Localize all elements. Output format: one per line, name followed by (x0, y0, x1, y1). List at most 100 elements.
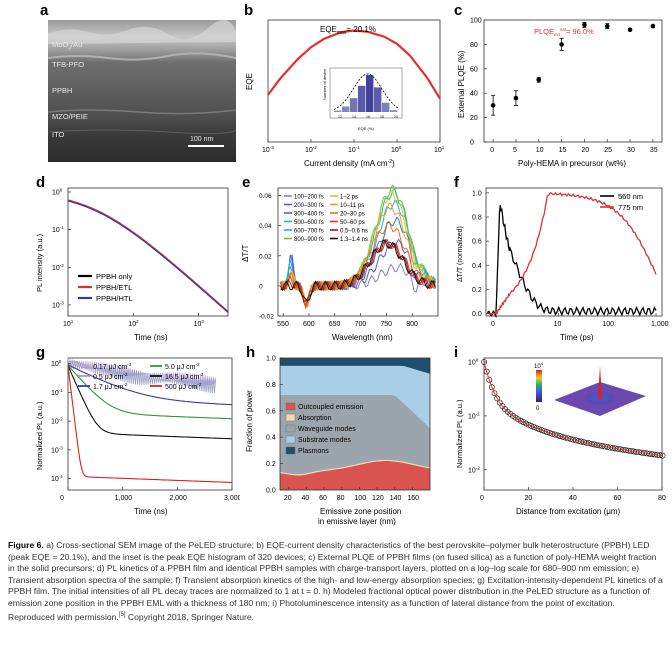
area-band (280, 358, 430, 374)
xlabel-e: Wavelength (nm) (332, 333, 393, 342)
pl-distance-point (544, 429, 550, 435)
pl-map-peak (598, 366, 602, 398)
ytick-label-g: 100 (51, 359, 62, 368)
histogram-bar (342, 106, 350, 112)
ytick-label-h: 0.0 (266, 488, 276, 495)
legend-label-d: PPBH/HTL (96, 294, 133, 303)
inset-xtick: 12 (338, 115, 342, 119)
pl-distance-point (551, 431, 558, 438)
pl-distance-point (546, 429, 553, 436)
xtick-label-c: 15 (559, 147, 567, 154)
xtick-label-h: 160 (407, 495, 419, 502)
ytick-label-d: 10-3 (52, 300, 64, 309)
ytick-label-f: 0.0 (472, 311, 482, 318)
panel-label-c: c (454, 2, 463, 19)
xtick-label-c: 30 (627, 147, 635, 154)
legend-label-e: 600–700 fs (294, 228, 324, 234)
xtick-label-c: 20 (581, 147, 589, 154)
ylabel-c: External PLQE (%) (457, 50, 466, 118)
sem-layer-mzo: MZO/PEIE (52, 112, 88, 121)
legend-label-h: Substrate modes (298, 437, 351, 444)
pl-distance-point (565, 435, 571, 442)
xlabel-b: Current density (mA cm-2) (304, 159, 395, 168)
ytick-label-h: 0.8 (266, 382, 276, 389)
legend-label-g: 16.5 μJ cm-2 (165, 372, 204, 381)
pl-distance-point (567, 436, 574, 442)
pl-distance-point (536, 426, 543, 433)
ta-spectrum (280, 202, 436, 308)
ylabel-f: ΔT/T (normalized) (457, 226, 464, 282)
pl-distance-point (525, 421, 532, 428)
ta-spectrum (280, 220, 436, 310)
pl-curve-htl (67, 200, 229, 313)
xtick-label-h: 100 (354, 495, 366, 502)
area-band (280, 459, 430, 476)
panel-label-b: b (244, 2, 254, 19)
ytick-label-c: 40 (470, 91, 478, 98)
pl-distance-point (575, 438, 582, 444)
caption-copyright: Copyright 2018, Springer Nature. (125, 611, 254, 622)
inset-xtick: 20 (394, 115, 398, 119)
xtick-label-b: 10-1 (348, 145, 360, 154)
chart-h: Outcoupled emission Absorption Waveguide m… (245, 356, 431, 526)
pl-map-inset: 104 0 10 μm (534, 361, 646, 416)
pl-distance-point (562, 434, 569, 441)
legend-label-e: 0.5–0.6 ns (340, 228, 368, 234)
xtick-label-i: 60 (614, 495, 622, 502)
panel-label-e: e (242, 174, 251, 191)
xtick-label-b: 10-3 (262, 145, 274, 154)
colorbar-top: 104 (534, 361, 544, 370)
ytick-label-f: 0.2 (472, 287, 482, 294)
xtick-label-e: 800 (406, 321, 418, 328)
area-band (280, 365, 430, 428)
legend-label-h: Absorption (298, 415, 332, 422)
legend-label-e: 300–400 fs (294, 211, 324, 217)
plqe-point (559, 42, 564, 47)
xtick-label-b: 101 (434, 145, 445, 154)
ytick-label-e: 0 (259, 283, 263, 290)
xlabel-d: Time (ns) (134, 333, 168, 342)
ytick-label-c: 60 (470, 66, 478, 73)
histogram-bar (358, 85, 366, 112)
ytick-label-h: 1.0 (266, 356, 276, 363)
legend-label-f: 775 nm (618, 203, 643, 212)
xtick-label-d: 102 (128, 319, 139, 328)
pl-distance-point (488, 384, 495, 391)
legend-label-e: 10–11 ps (340, 203, 364, 209)
xtick-label-c: 0 (490, 147, 494, 154)
caption-label: Figure 6. (8, 540, 44, 550)
legend-label-e: 50–60 ps (340, 220, 365, 226)
eqe-curve (267, 29, 441, 100)
xtick-label-h: 40 (301, 495, 309, 502)
xtick-label-f: 100 (602, 321, 614, 328)
pl-distance-point (491, 390, 498, 397)
ta-spectrum (280, 239, 436, 302)
pl-curve-ppbh (67, 199, 229, 313)
legend-label-h: Plasmons (298, 448, 329, 455)
xtick-label-d: 101 (63, 319, 74, 328)
xtick-label-b: 10-2 (305, 145, 317, 154)
sem-scalebar-label: 100 nm (190, 136, 214, 143)
chart-i: 104 0 10 μm 0 20 40 60 80 100 10-1 10-2 Normali… (455, 358, 666, 517)
sem-layer-moo3: MoO3/Au (52, 40, 83, 52)
chart-g: 0.17 μJ cm-20.5 μJ cm-21.7 μJ cm-2 5.0 μJ… (35, 357, 240, 516)
pl-distance-point (483, 368, 490, 375)
pl-distance-point (538, 427, 545, 434)
xtick-label-i: 40 (569, 495, 577, 502)
ytick-label-e: 0.02 (259, 253, 272, 260)
pl-distance-point (554, 432, 561, 439)
legend-label-d: PPBH only (96, 272, 133, 281)
ytick-label-g: 10-3 (51, 445, 63, 454)
histogram-bar (390, 110, 398, 112)
panel-label-i: i (454, 344, 459, 361)
pl-distance-point (530, 424, 537, 430)
xtick-label-c: 10 (536, 147, 544, 154)
legend-label-d: PPBH/ETL (96, 283, 132, 292)
legend-label-e: 20–30 ps (340, 211, 365, 217)
colorbar-bottom: 0 (536, 406, 540, 412)
eqe-histogram-inset: Number of device EQE (%) 12 14 16 18 20 (322, 67, 403, 131)
plqe-point (604, 23, 610, 29)
ytick-label-c: 80 (470, 42, 478, 49)
chart-c: PLQEextsat= 96.0% 0 5 10 15 20 25 30 35 0 20 40 60 8… (457, 18, 663, 168)
plqe-annotation: PLQEextsat= 96.0% (534, 27, 594, 37)
